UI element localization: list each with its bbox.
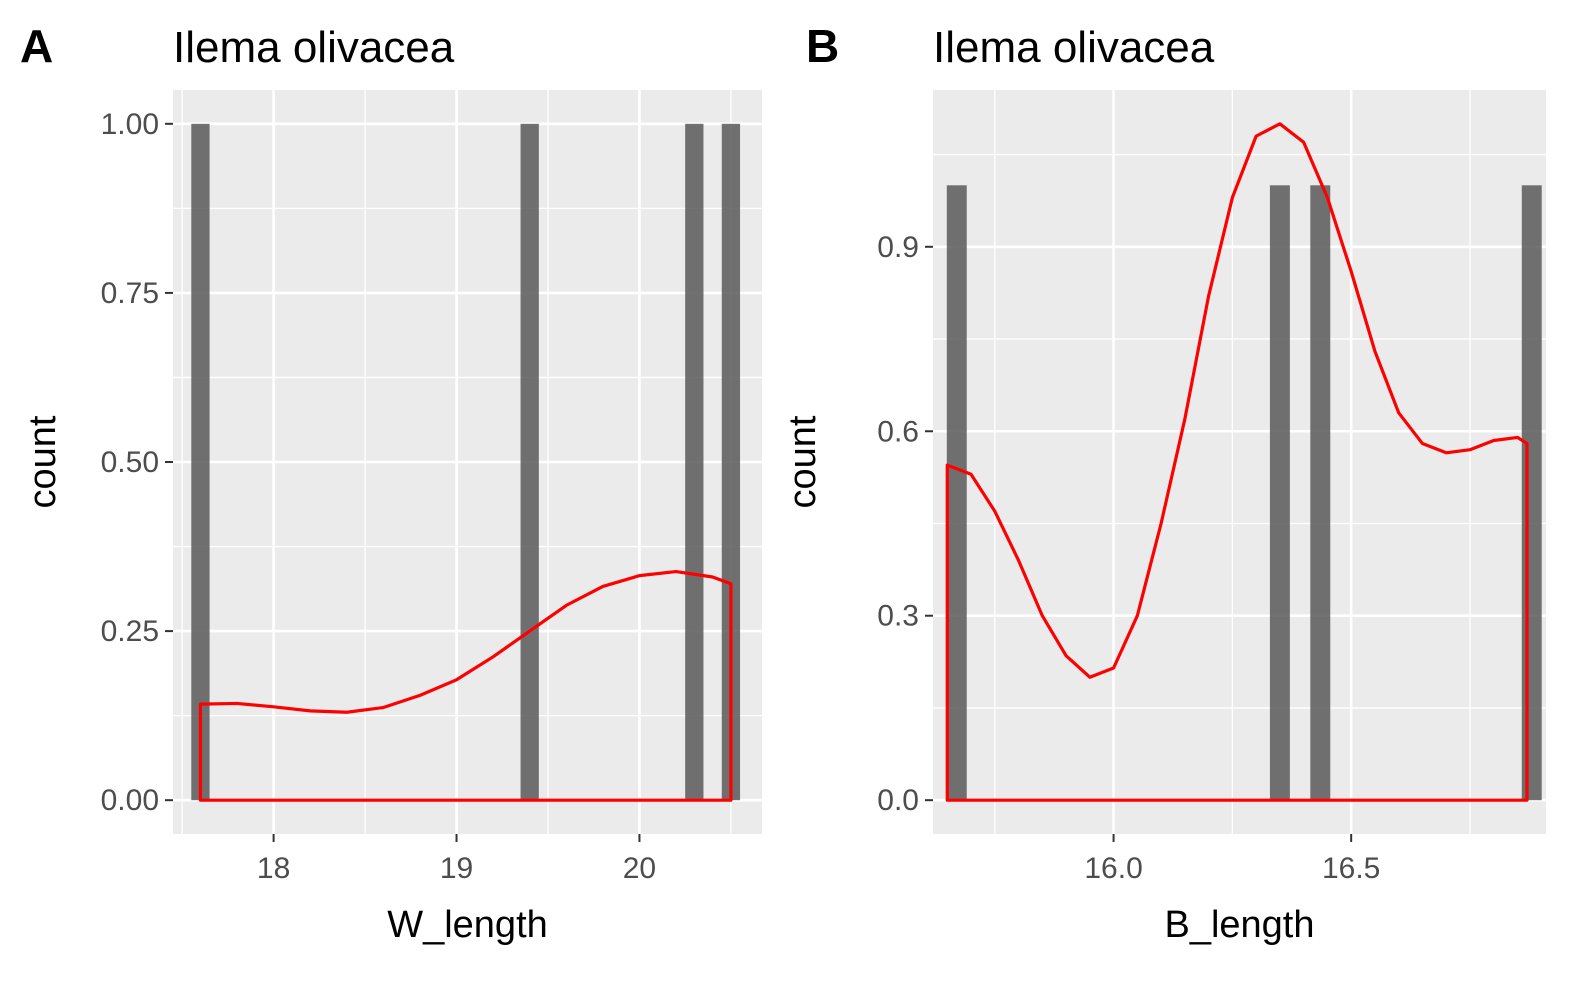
panel-b: 0.0 0.3 0.6 0.9 16.0 16.5B_length count B Ilema … bbox=[782, 20, 1546, 946]
y-tick-label: 0.00 bbox=[101, 784, 159, 817]
x-tick-label: 16.0 bbox=[1084, 852, 1142, 885]
density-curve bbox=[945, 122, 1529, 802]
x-tick-label: 18 bbox=[257, 852, 290, 885]
y-tick-label: 0.50 bbox=[101, 446, 159, 479]
histogram-bar-1 bbox=[946, 185, 967, 801]
x-tick-label: 20 bbox=[623, 852, 656, 885]
y-axis-title: count bbox=[22, 415, 64, 508]
histogram-bar-4 bbox=[1521, 185, 1542, 801]
y-tick-label: 0.75 bbox=[101, 277, 159, 310]
chart-title: Ilema olivacea bbox=[173, 23, 455, 72]
y-tick-label: 0.9 bbox=[877, 231, 919, 264]
chart-title: Ilema olivacea bbox=[933, 23, 1215, 72]
y-tick-label: 1.00 bbox=[101, 108, 159, 141]
histogram-bar-3 bbox=[685, 123, 704, 801]
histogram-bar-1 bbox=[191, 123, 210, 801]
plot-background bbox=[933, 90, 1546, 834]
x-tick-label: 19 bbox=[440, 852, 473, 885]
y-tick-label: 0.3 bbox=[877, 600, 919, 633]
y-tick-label: 0.0 bbox=[877, 784, 919, 817]
density-curve bbox=[198, 569, 733, 802]
x-tick-label: 16.5 bbox=[1322, 852, 1380, 885]
y-tick-label: 0.6 bbox=[877, 415, 919, 448]
y-tick-label: 0.25 bbox=[101, 615, 159, 648]
y-axis-title: count bbox=[782, 415, 824, 508]
histogram-bar-3 bbox=[1310, 185, 1331, 801]
histogram-bar-4 bbox=[721, 123, 741, 801]
histogram-bar-2 bbox=[520, 123, 539, 801]
panel-a: 0.00 0.25 0.50 0.75 1.00 18 19 20 W_length count A… bbox=[20, 20, 762, 946]
panel-letter: A bbox=[20, 20, 53, 72]
histogram-bar-2 bbox=[1269, 185, 1290, 801]
x-axis-title: W_length bbox=[387, 904, 548, 946]
panel-letter: B bbox=[806, 20, 839, 72]
x-axis-title: B_length bbox=[1164, 904, 1314, 946]
